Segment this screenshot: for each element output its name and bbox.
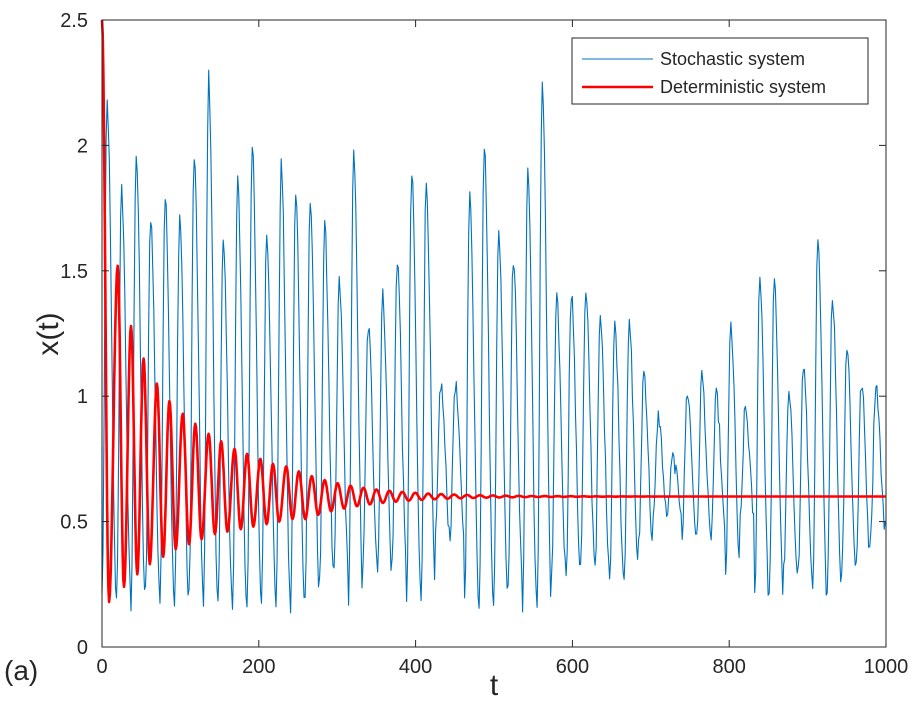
y-axis-label: x(t) [32,312,65,355]
plot-frame [101,19,887,648]
series-line-deterministic [100,19,887,604]
ticks-layer: 0 200 400 600 800 1000 0 0.5 1 1.5 2 2.5 [60,10,908,678]
y-tick-label: 2 [77,135,88,157]
series-layer [100,19,887,614]
legend: Stochastic system Deterministic system [571,37,869,105]
y-tick-label: 1 [77,386,88,408]
panel-label: (a) [4,655,38,686]
x-tick-label: 0 [96,656,107,678]
x-tick-label: 600 [556,656,589,678]
y-tick-label: 2.5 [60,10,88,32]
legend-box [571,37,869,105]
x-tick-label: 400 [399,656,432,678]
plot-background [102,20,886,647]
y-tick-label: 0.5 [60,512,88,534]
x-tick-label: 800 [713,656,746,678]
legend-label-deterministic: Deterministic system [660,77,826,97]
y-tick-label: 1.5 [60,261,88,283]
legend-label-stochastic: Stochastic system [660,49,805,69]
x-axis-label: t [490,669,499,702]
x-tick-label: 200 [242,656,275,678]
y-tick-label: 0 [77,637,88,659]
series-line-stochastic [101,69,886,614]
x-tick-label: 1000 [864,656,909,678]
